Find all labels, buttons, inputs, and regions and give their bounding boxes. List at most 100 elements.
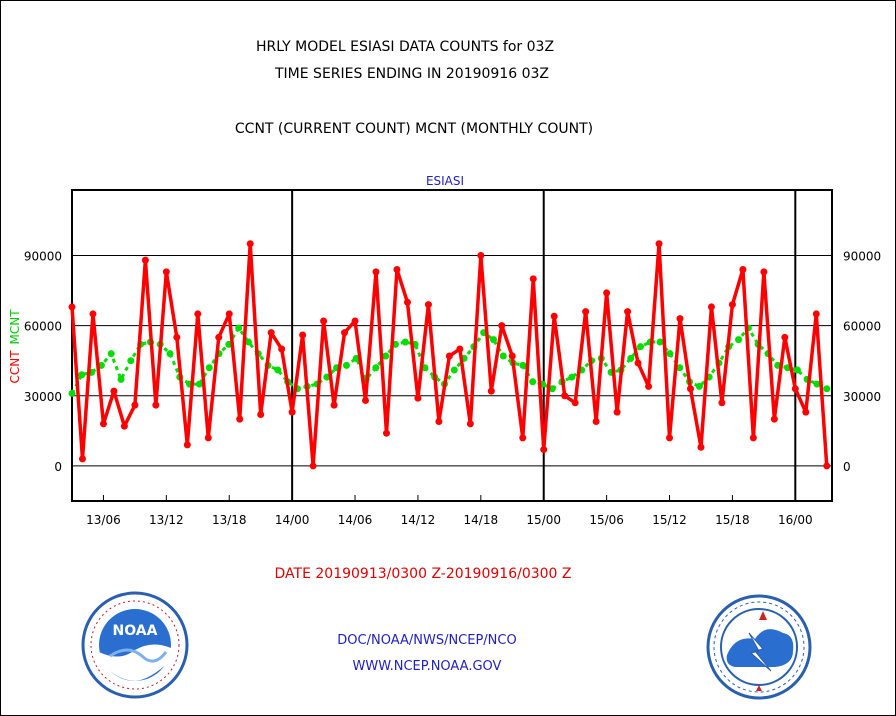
ccnt-point bbox=[519, 434, 527, 442]
ccnt-point bbox=[362, 396, 370, 404]
y-tick-label-left: 60000 bbox=[24, 320, 62, 334]
noaa-logo-text: NOAA bbox=[113, 623, 158, 639]
ccnt-point bbox=[403, 298, 411, 306]
x-tick-label: 14/06 bbox=[338, 513, 373, 527]
ccnt-point bbox=[466, 420, 474, 428]
x-tick-label: 13/18 bbox=[212, 513, 247, 527]
ccnt-point bbox=[634, 359, 642, 367]
ccnt-point bbox=[739, 266, 747, 274]
mcnt-point bbox=[450, 366, 458, 374]
date-range: DATE 20190913/0300 Z-20190916/0300 Z bbox=[275, 566, 572, 582]
ccnt-point bbox=[299, 331, 307, 339]
ccnt-point bbox=[456, 345, 464, 353]
ccnt-point bbox=[320, 317, 328, 325]
y-tick-label-right: 0 bbox=[843, 460, 851, 474]
ccnt-point bbox=[236, 415, 244, 423]
nws-logo bbox=[706, 594, 812, 700]
series-ccnt bbox=[68, 240, 831, 470]
mcnt-point bbox=[78, 371, 86, 379]
ccnt-point bbox=[498, 322, 506, 330]
mcnt-point bbox=[735, 336, 743, 344]
ccnt-point bbox=[781, 333, 789, 341]
mcnt-point bbox=[244, 338, 252, 346]
mcnt-line bbox=[70, 325, 828, 395]
y-tick-label-left: 0 bbox=[54, 460, 62, 474]
ccnt-point bbox=[487, 387, 495, 395]
ccnt-point bbox=[823, 462, 831, 470]
y-label-mcnt: MCNT bbox=[8, 309, 22, 345]
mcnt-point bbox=[499, 352, 507, 360]
mcnt-point bbox=[666, 350, 674, 358]
plot-label: ESIASI bbox=[426, 174, 464, 188]
ccnt-point bbox=[760, 268, 768, 276]
ccnt-point bbox=[749, 434, 757, 442]
ccnt-point bbox=[141, 256, 149, 264]
ccnt-point bbox=[802, 408, 810, 416]
x-tick-label: 14/12 bbox=[401, 513, 436, 527]
ccnt-point bbox=[110, 387, 118, 395]
ccnt-point bbox=[183, 441, 191, 449]
ccnt-point bbox=[812, 310, 820, 318]
ccnt-point bbox=[791, 385, 799, 393]
y-tick-label-right: 30000 bbox=[843, 390, 881, 404]
ccnt-point bbox=[435, 417, 443, 425]
ccnt-point bbox=[131, 401, 139, 409]
mcnt-point bbox=[117, 375, 125, 383]
y-label-ccnt: CCNT bbox=[8, 350, 22, 384]
mcnt-point bbox=[813, 380, 821, 388]
ccnt-point bbox=[372, 268, 380, 276]
ccnt-point bbox=[718, 399, 726, 407]
ccnt-point bbox=[78, 455, 86, 463]
ccnt-point bbox=[309, 462, 317, 470]
x-tick-label: 14/00 bbox=[275, 513, 310, 527]
title-line-2: TIME SERIES ENDING IN 20190916 03Z bbox=[274, 66, 549, 82]
ccnt-point bbox=[215, 333, 223, 341]
ccnt-point bbox=[582, 308, 590, 316]
ccnt-point bbox=[477, 251, 485, 259]
mcnt-point bbox=[568, 373, 576, 381]
x-tick-label: 15/06 bbox=[589, 513, 624, 527]
noaa-logo: NOAA bbox=[81, 591, 189, 699]
ccnt-point bbox=[382, 429, 390, 437]
subtitle: CCNT (CURRENT COUNT) MCNT (MONTHLY COUNT… bbox=[235, 121, 593, 137]
ccnt-point bbox=[666, 434, 674, 442]
mcnt-point bbox=[372, 364, 380, 372]
y-tick-label-left: 30000 bbox=[24, 390, 62, 404]
mcnt-point bbox=[107, 350, 115, 358]
ccnt-point bbox=[571, 399, 579, 407]
ccnt-point bbox=[330, 401, 338, 409]
y-tick-label-right: 90000 bbox=[843, 249, 881, 263]
ccnt-point bbox=[393, 266, 401, 274]
mcnt-point bbox=[401, 338, 409, 346]
mcnt-point bbox=[235, 324, 243, 332]
ccnt-point bbox=[707, 303, 715, 311]
footer-org: DOC/NOAA/NWS/NCEP/NCO bbox=[337, 633, 516, 648]
mcnt-point bbox=[274, 366, 282, 374]
ccnt-point bbox=[162, 268, 170, 276]
ccnt-point bbox=[351, 317, 359, 325]
mcnt-point bbox=[793, 366, 801, 374]
plot-area-border bbox=[71, 189, 833, 502]
footer-url: WWW.NCEP.NOAA.GOV bbox=[353, 659, 502, 674]
ccnt-point bbox=[246, 240, 254, 248]
ccnt-point bbox=[288, 408, 296, 416]
mcnt-point bbox=[627, 354, 635, 362]
ccnt-point bbox=[445, 352, 453, 360]
mcnt-point bbox=[823, 385, 831, 393]
mcnt-point bbox=[637, 343, 645, 351]
ccnt-point bbox=[697, 443, 705, 451]
ccnt-point bbox=[613, 408, 621, 416]
ccnt-point bbox=[676, 315, 684, 323]
ccnt-point bbox=[540, 446, 548, 454]
ccnt-point bbox=[152, 401, 160, 409]
ccnt-point bbox=[194, 310, 202, 318]
mcnt-point bbox=[342, 361, 350, 369]
ccnt-point bbox=[603, 289, 611, 297]
mcnt-point bbox=[695, 382, 703, 390]
ccnt-point bbox=[550, 312, 558, 320]
mcnt-point bbox=[548, 385, 556, 393]
ccnt-point bbox=[686, 385, 694, 393]
ccnt-point bbox=[592, 417, 600, 425]
mcnt-point bbox=[489, 336, 497, 344]
